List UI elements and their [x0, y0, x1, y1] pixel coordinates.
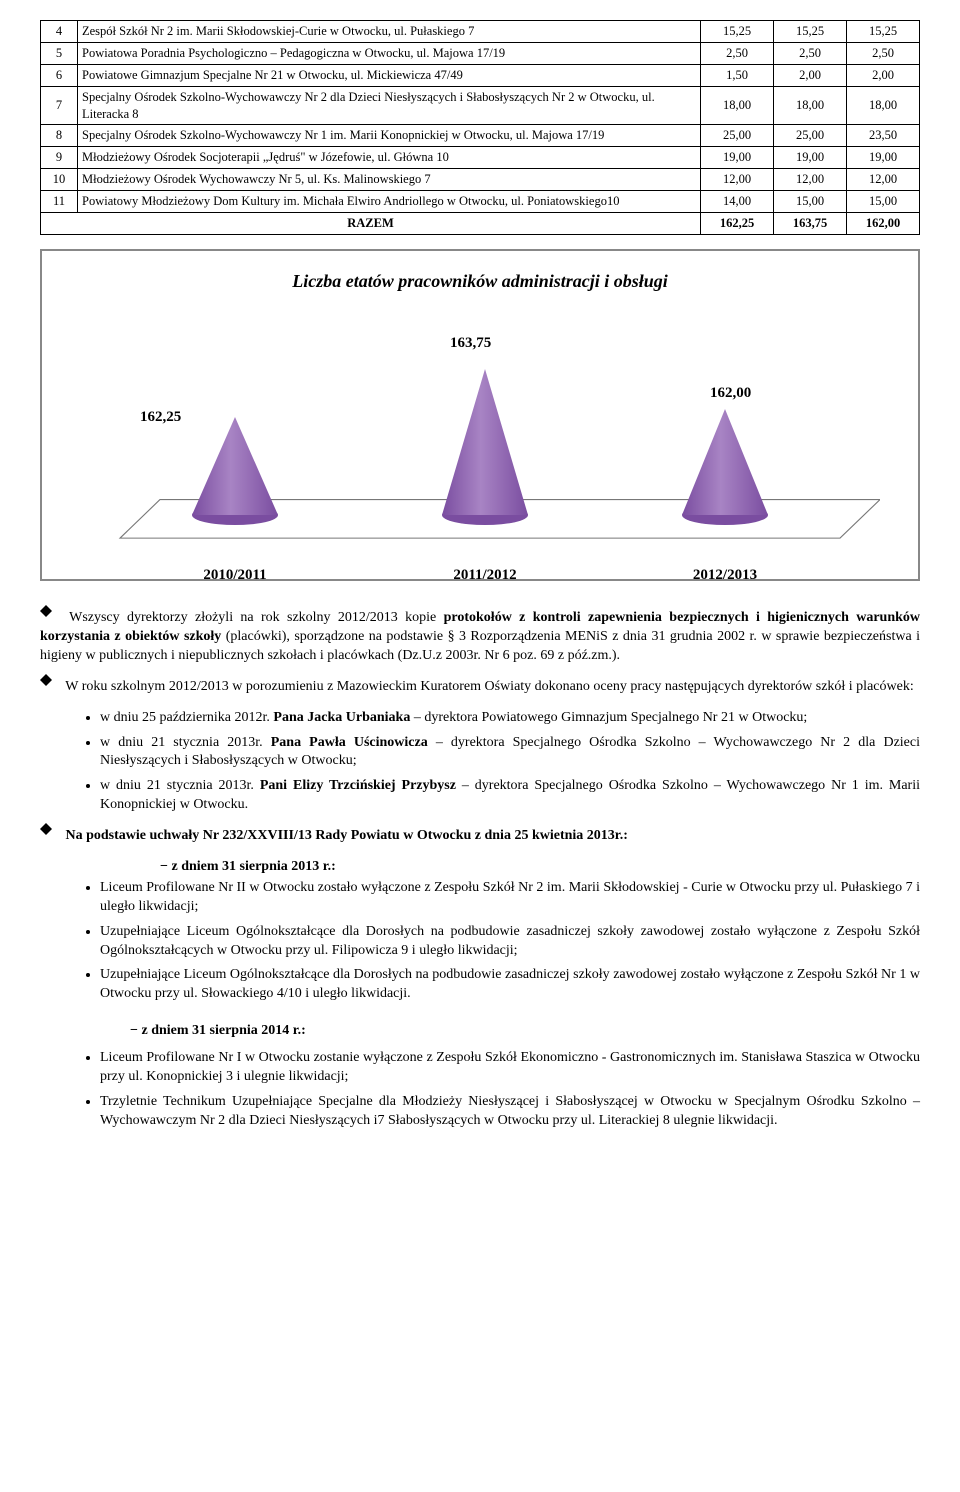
row-v2: 15,25: [774, 21, 847, 43]
row-name: Specjalny Ośrodek Szkolno-Wychowawczy Nr…: [78, 125, 701, 147]
chart-cone: [680, 409, 770, 527]
row-num: 8: [41, 125, 78, 147]
row-v3: 12,00: [847, 169, 920, 191]
list-item: Liceum Profilowane Nr I w Otwocku zostan…: [100, 1049, 920, 1087]
p3: Na podstawie uchwały Nr 232/XXVIII/13 Ra…: [66, 828, 628, 843]
chart-title: Liczba etatów pracowników administracji …: [62, 269, 898, 293]
row-v3: 18,00: [847, 86, 920, 125]
chart-x-tick: 2010/2011: [180, 565, 290, 585]
row-v3: 2,00: [847, 64, 920, 86]
row-v3: 2,50: [847, 42, 920, 64]
row-v3: 23,50: [847, 125, 920, 147]
row-v2: 19,00: [774, 147, 847, 169]
row-num: 11: [41, 191, 78, 213]
razem-v1: 162,25: [701, 212, 774, 234]
row-name: Powiatowa Poradnia Psychologiczno – Peda…: [78, 42, 701, 64]
body-text: Wszyscy dyrektorzy złożyli na rok szkoln…: [40, 609, 920, 1131]
row-v2: 2,00: [774, 64, 847, 86]
row-v1: 2,50: [701, 42, 774, 64]
row-num: 9: [41, 147, 78, 169]
diamond-icon: [40, 817, 52, 829]
row-v2: 15,00: [774, 191, 847, 213]
row-v1: 15,25: [701, 21, 774, 43]
chart-value-label: 162,00: [710, 383, 751, 403]
table-row: 8Specjalny Ośrodek Szkolno-Wychowawczy N…: [41, 125, 920, 147]
dash-heading-2013: − z dniem 31 sierpnia 2013 r.:: [160, 858, 920, 877]
row-num: 10: [41, 169, 78, 191]
paragraph-ocena-pracy: W roku szkolnym 2012/2013 w porozumieniu…: [40, 678, 920, 697]
chart-cone: [190, 417, 280, 527]
row-v2: 2,50: [774, 42, 847, 64]
list-item: Trzyletnie Technikum Uzupełniające Specj…: [100, 1093, 920, 1131]
row-name: Specjalny Ośrodek Szkolno-Wychowawczy Nr…: [78, 86, 701, 125]
table-row: 7Specjalny Ośrodek Szkolno-Wychowawczy N…: [41, 86, 920, 125]
row-v1: 19,00: [701, 147, 774, 169]
row-v2: 18,00: [774, 86, 847, 125]
row-num: 5: [41, 42, 78, 64]
chart-x-tick: 2011/2012: [430, 565, 540, 585]
chart-area: 162,25163,75162,00 2010/20112011/2012201…: [80, 321, 880, 571]
row-v3: 15,00: [847, 191, 920, 213]
diamond-icon: [40, 668, 52, 680]
chart-value-label: 163,75: [450, 333, 491, 353]
row-v3: 19,00: [847, 147, 920, 169]
row-v1: 12,00: [701, 169, 774, 191]
razem-v2: 163,75: [774, 212, 847, 234]
list-dyrektorzy: w dniu 25 października 2012r. Pana Jacka…: [100, 709, 920, 815]
row-name: Młodzieżowy Ośrodek Socjoterapii „Jędruś…: [78, 147, 701, 169]
chart-value-label: 162,25: [140, 407, 181, 427]
row-v3: 15,25: [847, 21, 920, 43]
row-v1: 1,50: [701, 64, 774, 86]
list-likwidacja-2014: Liceum Profilowane Nr I w Otwocku zostan…: [100, 1049, 920, 1131]
chart-container: Liczba etatów pracowników administracji …: [40, 249, 920, 581]
razem-v3: 162,00: [847, 212, 920, 234]
row-v2: 25,00: [774, 125, 847, 147]
table-row: 4Zespół Szkół Nr 2 im. Marii Skłodowskie…: [41, 21, 920, 43]
row-v1: 18,00: [701, 86, 774, 125]
list-item: Liceum Profilowane Nr II w Otwocku zosta…: [100, 879, 920, 917]
paragraph-uchwala: Na podstawie uchwały Nr 232/XXVIII/13 Ra…: [40, 827, 920, 846]
row-num: 7: [41, 86, 78, 125]
table-row: 5Powiatowa Poradnia Psychologiczno – Ped…: [41, 42, 920, 64]
table-row: 10Młodzieżowy Ośrodek Wychowawczy Nr 5, …: [41, 169, 920, 191]
list-item: w dniu 25 października 2012r. Pana Jacka…: [100, 709, 920, 728]
diamond-icon: [40, 599, 52, 611]
table-row: 6Powiatowe Gimnazjum Specjalne Nr 21 w O…: [41, 64, 920, 86]
row-num: 6: [41, 64, 78, 86]
chart-x-tick: 2012/2013: [670, 565, 780, 585]
list-item: Uzupełniające Liceum Ogólnokształcące dl…: [100, 923, 920, 961]
table-row-razem: RAZEM162,25163,75162,00: [41, 212, 920, 234]
row-name: Zespół Szkół Nr 2 im. Marii Skłodowskiej…: [78, 21, 701, 43]
row-name: Młodzieżowy Ośrodek Wychowawczy Nr 5, ul…: [78, 169, 701, 191]
list-item: w dniu 21 stycznia 2013r. Pana Pawła Uśc…: [100, 734, 920, 772]
table-row: 9Młodzieżowy Ośrodek Socjoterapii „Jędru…: [41, 147, 920, 169]
etaty-table: 4Zespół Szkół Nr 2 im. Marii Skłodowskie…: [40, 20, 920, 235]
table-row: 11Powiatowy Młodzieżowy Dom Kultury im. …: [41, 191, 920, 213]
row-v1: 14,00: [701, 191, 774, 213]
paragraph-protokoly: Wszyscy dyrektorzy złożyli na rok szkoln…: [40, 609, 920, 666]
row-num: 4: [41, 21, 78, 43]
row-v1: 25,00: [701, 125, 774, 147]
list-likwidacja-2013: Liceum Profilowane Nr II w Otwocku zosta…: [100, 879, 920, 1004]
p1a: Wszyscy dyrektorzy złożyli na rok szkoln…: [69, 610, 444, 625]
row-name: Powiatowe Gimnazjum Specjalne Nr 21 w Ot…: [78, 64, 701, 86]
razem-label: RAZEM: [41, 212, 701, 234]
row-v2: 12,00: [774, 169, 847, 191]
dash-heading-2014: − z dniem 31 sierpnia 2014 r.:: [130, 1022, 920, 1041]
chart-cone: [440, 369, 530, 527]
row-name: Powiatowy Młodzieżowy Dom Kultury im. Mi…: [78, 191, 701, 213]
p2: W roku szkolnym 2012/2013 w porozumieniu…: [65, 679, 913, 694]
list-item: Uzupełniające Liceum Ogólnokształcące dl…: [100, 966, 920, 1004]
list-item: w dniu 21 stycznia 2013r. Pani Elizy Trz…: [100, 777, 920, 815]
